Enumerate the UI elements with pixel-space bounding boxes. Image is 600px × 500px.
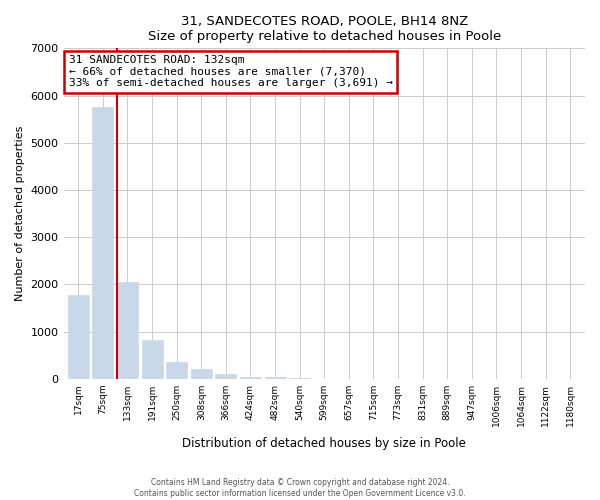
Bar bbox=[142, 340, 163, 379]
Text: 31 SANDECOTES ROAD: 132sqm
← 66% of detached houses are smaller (7,370)
33% of s: 31 SANDECOTES ROAD: 132sqm ← 66% of deta… bbox=[69, 55, 393, 88]
Y-axis label: Number of detached properties: Number of detached properties bbox=[15, 126, 25, 302]
Text: Contains HM Land Registry data © Crown copyright and database right 2024.
Contai: Contains HM Land Registry data © Crown c… bbox=[134, 478, 466, 498]
Bar bbox=[68, 295, 89, 379]
Bar bbox=[117, 282, 138, 379]
X-axis label: Distribution of detached houses by size in Poole: Distribution of detached houses by size … bbox=[182, 437, 466, 450]
Bar bbox=[215, 374, 236, 379]
Bar bbox=[265, 378, 286, 379]
Bar bbox=[191, 368, 212, 379]
Bar bbox=[166, 362, 187, 379]
Bar bbox=[92, 108, 113, 379]
Title: 31, SANDECOTES ROAD, POOLE, BH14 8NZ
Size of property relative to detached house: 31, SANDECOTES ROAD, POOLE, BH14 8NZ Siz… bbox=[148, 15, 501, 43]
Bar bbox=[240, 376, 261, 379]
